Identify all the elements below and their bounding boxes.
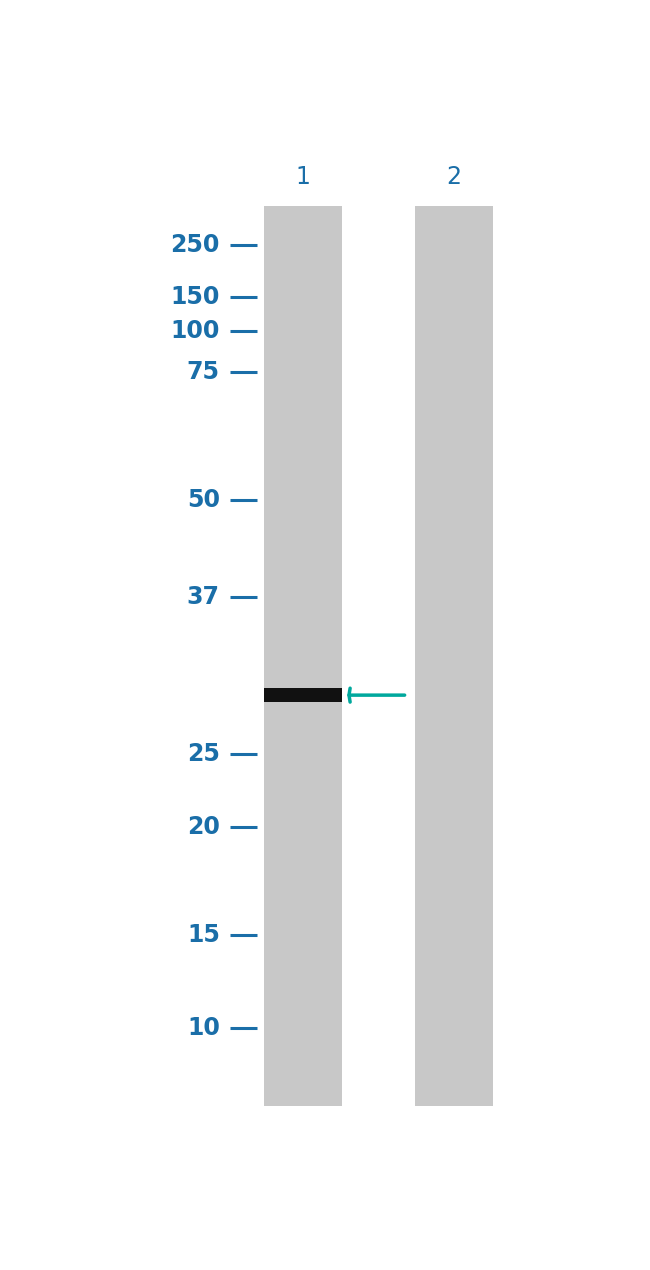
Text: 2: 2 bbox=[447, 165, 461, 189]
Bar bbox=[264, 206, 342, 1106]
Bar bbox=[264, 688, 342, 702]
Text: 150: 150 bbox=[170, 286, 220, 309]
Text: 75: 75 bbox=[187, 361, 220, 385]
Text: 50: 50 bbox=[187, 488, 220, 512]
Bar bbox=[415, 206, 493, 1106]
Text: 100: 100 bbox=[170, 319, 220, 343]
Text: 37: 37 bbox=[187, 585, 220, 610]
Text: 20: 20 bbox=[187, 815, 220, 839]
Text: 25: 25 bbox=[187, 742, 220, 766]
Text: 15: 15 bbox=[187, 923, 220, 946]
Text: 10: 10 bbox=[187, 1016, 220, 1040]
Text: 250: 250 bbox=[170, 234, 220, 258]
Text: 1: 1 bbox=[296, 165, 310, 189]
